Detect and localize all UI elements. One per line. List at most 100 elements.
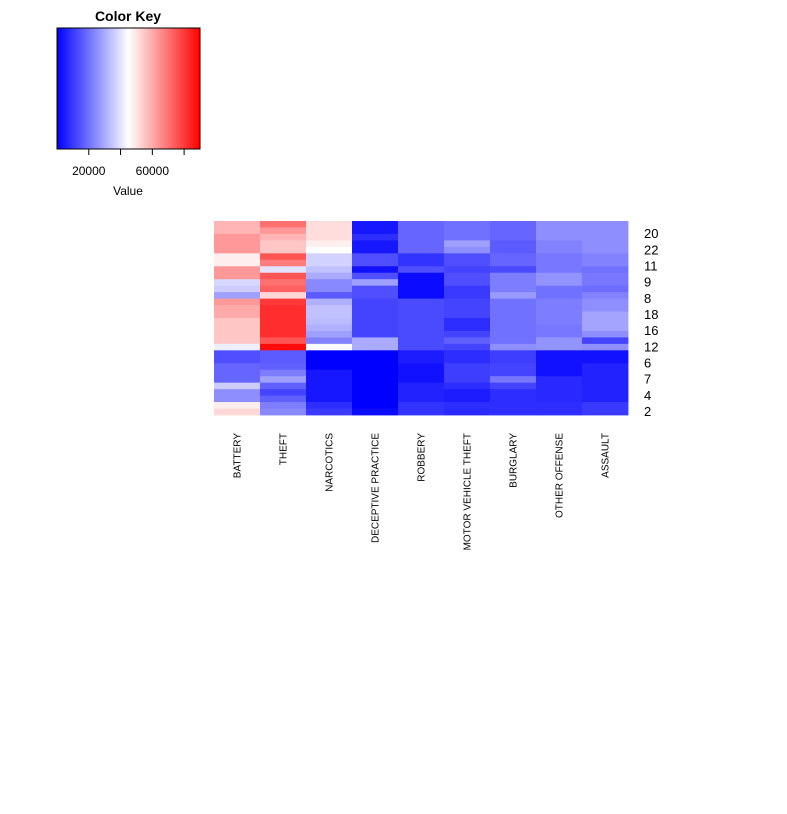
heatmap-cell xyxy=(582,221,629,228)
heatmap-cell xyxy=(490,279,537,287)
heatmap-cell xyxy=(536,408,583,416)
heatmap-cell xyxy=(582,311,629,319)
heatmap-row-label: 20 xyxy=(644,226,658,241)
heatmap-cell xyxy=(490,259,537,267)
heatmap-cell xyxy=(214,279,261,287)
heatmap-cell xyxy=(260,221,307,228)
heatmap-row-label: 6 xyxy=(644,356,651,371)
heatmap-cell xyxy=(490,272,537,280)
heatmap-cell xyxy=(398,279,445,287)
heatmap-cell xyxy=(398,343,445,351)
heatmap-cell xyxy=(260,350,307,358)
heatmap-row-label: 9 xyxy=(644,275,651,290)
heatmap-cell xyxy=(260,233,307,241)
heatmap-cell xyxy=(490,318,537,325)
heatmap-cell xyxy=(352,298,399,306)
heatmap-cell xyxy=(536,233,583,241)
heatmap-cell xyxy=(490,395,537,403)
heatmap-cell xyxy=(398,408,445,416)
heatmap-cell xyxy=(214,272,261,280)
heatmap-cell xyxy=(444,266,491,274)
heatmap-cell xyxy=(490,363,537,371)
heatmap-cell xyxy=(536,369,583,377)
heatmap-cell xyxy=(536,246,583,254)
heatmap-cell xyxy=(352,246,399,254)
color-key-tick-label: 60000 xyxy=(136,164,170,178)
heatmap-cell xyxy=(398,324,445,332)
heatmap-cell xyxy=(214,311,261,319)
heatmap-cell xyxy=(582,272,629,280)
heatmap-cell xyxy=(214,227,261,235)
heatmap-cell xyxy=(306,246,353,254)
heatmap-column-label: ROBBERY xyxy=(417,433,428,482)
heatmap-cell xyxy=(260,227,307,235)
heatmap-cell xyxy=(536,298,583,306)
heatmap-cell xyxy=(536,324,583,332)
heatmap-cell xyxy=(398,298,445,306)
heatmap-cell xyxy=(352,233,399,241)
heatmap-cell xyxy=(352,311,399,319)
heatmap-cell xyxy=(490,233,537,241)
heatmap-cell xyxy=(582,324,629,332)
heatmap-cell xyxy=(490,376,537,384)
heatmap-cell xyxy=(260,279,307,287)
heatmap-cell xyxy=(490,330,537,338)
heatmap-cell xyxy=(444,240,491,248)
heatmap-cell xyxy=(352,369,399,377)
heatmap-cell xyxy=(582,246,629,254)
heatmap-cell xyxy=(260,240,307,248)
heatmap-cell xyxy=(582,233,629,241)
heatmap-cell xyxy=(444,285,491,293)
heatmap-cell xyxy=(398,233,445,241)
heatmap-cell xyxy=(490,382,537,390)
heatmap-cell xyxy=(444,382,491,390)
heatmap-cell xyxy=(306,272,353,280)
heatmap-cell xyxy=(306,337,353,345)
heatmap-cell xyxy=(306,363,353,371)
heatmap-cell xyxy=(398,382,445,390)
heatmap-cell xyxy=(398,266,445,274)
heatmap-cell xyxy=(306,402,353,409)
heatmap-cell xyxy=(582,240,629,248)
heatmap-cell xyxy=(398,246,445,254)
heatmap-cell xyxy=(398,376,445,384)
heatmap-cell xyxy=(582,292,629,299)
heatmap-row-label: 16 xyxy=(644,323,658,338)
heatmap-cell xyxy=(306,343,353,351)
heatmap-cell xyxy=(582,350,629,358)
heatmap-cell xyxy=(490,266,537,274)
heatmap-cell xyxy=(352,324,399,332)
heatmap-cell xyxy=(214,337,261,345)
heatmap-cell xyxy=(306,382,353,390)
heatmap-cell xyxy=(352,337,399,345)
heatmap-cell xyxy=(214,376,261,384)
heatmap-cell xyxy=(306,298,353,306)
color-key: Color Key 20000 60000 Value xyxy=(56,8,201,198)
heatmap-cell xyxy=(536,376,583,384)
heatmap-row-label: 12 xyxy=(644,339,658,354)
heatmap-cell xyxy=(490,324,537,332)
heatmap-cell xyxy=(536,389,583,396)
heatmap-cell xyxy=(536,240,583,248)
heatmap-cell xyxy=(214,253,261,261)
heatmap-cell xyxy=(352,363,399,371)
heatmap-row-label: 18 xyxy=(644,307,658,322)
heatmap-cell xyxy=(306,356,353,364)
heatmap-cell xyxy=(398,305,445,312)
heatmap-column-label: MOTOR VEHICLE THEFT xyxy=(463,433,474,550)
heatmap-cell xyxy=(214,318,261,325)
heatmap-cell xyxy=(444,305,491,312)
heatmap-cell xyxy=(260,363,307,371)
heatmap-cell xyxy=(582,279,629,287)
heatmap-cell xyxy=(260,272,307,280)
heatmap-cell xyxy=(582,389,629,396)
heatmap-cell xyxy=(490,240,537,248)
heatmap-column-label: THEFT xyxy=(279,433,290,465)
heatmap-cell xyxy=(306,350,353,358)
heatmap-cell xyxy=(260,318,307,325)
heatmap-cell xyxy=(536,350,583,358)
heatmap-cell xyxy=(490,337,537,345)
heatmap-cell xyxy=(306,395,353,403)
heatmap-cell xyxy=(214,356,261,364)
heatmap-cell xyxy=(214,259,261,267)
